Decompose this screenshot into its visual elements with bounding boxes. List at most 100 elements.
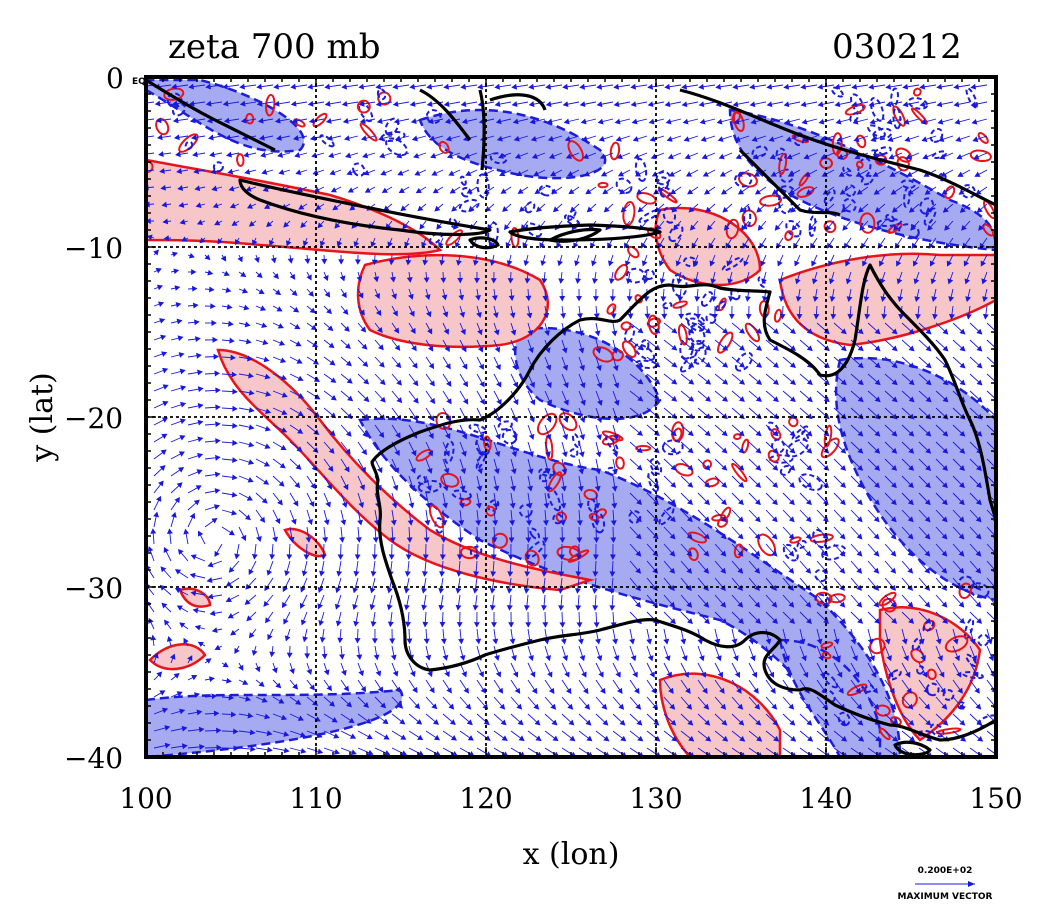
wind-vector-head	[575, 554, 582, 560]
wind-vector-head	[176, 318, 183, 325]
wind-vector-head	[837, 153, 844, 160]
wind-vector-head	[512, 671, 519, 678]
wind-vector-head	[906, 171, 913, 177]
wind-vector-head	[907, 550, 914, 557]
positive-contour	[784, 230, 794, 242]
wind-vector-head	[444, 345, 450, 353]
negative-contour	[587, 498, 597, 513]
coast-small-island	[468, 236, 500, 250]
wind-vector-head	[637, 344, 644, 351]
wind-vector-head	[243, 304, 250, 311]
wind-vector-head	[155, 495, 162, 502]
wind-vector-head	[371, 259, 378, 266]
wind-vector-head	[634, 171, 642, 177]
wind-vector-head	[336, 570, 343, 577]
negative-contour	[184, 140, 194, 150]
wind-vector-head	[405, 554, 412, 560]
wind-vector-head	[545, 434, 552, 440]
wind-vector-head	[579, 416, 586, 423]
wind-vector-head	[525, 520, 532, 526]
wind-vector-head	[479, 398, 485, 405]
wind-vector-head	[925, 482, 931, 489]
wind-vector-head	[226, 677, 232, 684]
wind-vector-head	[156, 134, 163, 141]
wind-vector-head	[310, 324, 317, 331]
wind-vector-head	[890, 550, 897, 557]
wind-vector-head	[976, 362, 983, 369]
wind-vector-head	[417, 750, 425, 756]
wind-vector-head	[737, 189, 745, 195]
negative-contour	[468, 423, 487, 434]
wind-vector-head	[693, 278, 700, 285]
wind-vector-head	[680, 638, 687, 645]
wind-vector-head	[364, 187, 371, 193]
wind-vector-head	[179, 622, 186, 628]
wind-vector-head	[738, 430, 745, 437]
wind-vector-head	[705, 344, 712, 351]
wind-vector-head	[789, 345, 796, 352]
wind-vector-head	[233, 745, 239, 752]
wind-vector-head	[283, 618, 289, 625]
wind-vector-head	[529, 399, 536, 406]
wind-vector-head	[932, 313, 938, 320]
wind-vector-head	[311, 341, 319, 348]
negative-contour	[757, 276, 767, 288]
x-tick-110: 110	[289, 782, 342, 815]
wind-vector-head	[754, 516, 761, 523]
wind-vector-head	[176, 691, 183, 697]
wind-vector-head	[600, 171, 608, 177]
wind-vector-head	[544, 468, 551, 475]
wind-vector-head	[254, 666, 261, 673]
wind-vector-head	[581, 671, 587, 678]
wind-vector-head	[199, 237, 206, 244]
wind-vector-head	[908, 465, 915, 471]
wind-vector-head	[907, 516, 914, 523]
wind-vector-head	[698, 101, 705, 108]
wind-vector-head	[613, 655, 620, 662]
wind-vector-head	[256, 272, 263, 279]
wind-vector-head	[232, 405, 238, 412]
wind-vector-head	[439, 571, 446, 577]
wind-vector-head	[329, 169, 336, 176]
wind-vector-head	[242, 287, 249, 294]
wind-vector-head	[160, 334, 167, 341]
wind-vector-head	[754, 601, 761, 608]
wind-vector-head	[264, 203, 271, 209]
wind-vector-head	[353, 620, 360, 627]
wind-vector-head	[173, 134, 180, 141]
wind-vector-head	[620, 735, 627, 742]
wind-vector-head	[920, 118, 927, 125]
wind-vector-head	[397, 702, 404, 709]
wind-vector-head	[307, 519, 313, 526]
wind-vector-head	[424, 520, 431, 526]
positive-contour	[744, 322, 761, 343]
wind-vector-head	[274, 117, 281, 124]
wind-vector-head	[596, 382, 603, 389]
wind-vector-head	[254, 256, 260, 264]
wind-vector-head	[423, 537, 430, 543]
wind-vector-head	[194, 319, 200, 326]
wind-vector-head	[577, 638, 584, 645]
wind-vector-head	[352, 587, 359, 594]
wind-vector-head	[327, 465, 334, 472]
wind-vector-head	[635, 703, 642, 710]
wind-vector-head	[687, 464, 694, 471]
wind-vector-head	[363, 169, 370, 176]
wind-vector-head	[907, 533, 914, 540]
wind-vector	[986, 390, 996, 400]
wind-vector-head	[379, 379, 386, 386]
wind-vector-head	[925, 362, 932, 369]
wind-vector-head	[584, 703, 591, 710]
wind-vector-head	[714, 638, 721, 645]
wind-vector-head	[754, 499, 761, 506]
wind-vector-head	[190, 590, 197, 597]
wind-vector-head	[629, 638, 635, 645]
y-tick-30: −30	[64, 572, 123, 605]
wind-vector-head	[513, 399, 519, 406]
wind-vector-head	[213, 353, 220, 360]
wind-vector-head	[353, 241, 360, 248]
pos-region-south-1	[658, 672, 782, 757]
wind-vector-head	[593, 313, 600, 319]
wind-vector-head	[192, 302, 199, 309]
wind-vector-head	[438, 241, 444, 248]
